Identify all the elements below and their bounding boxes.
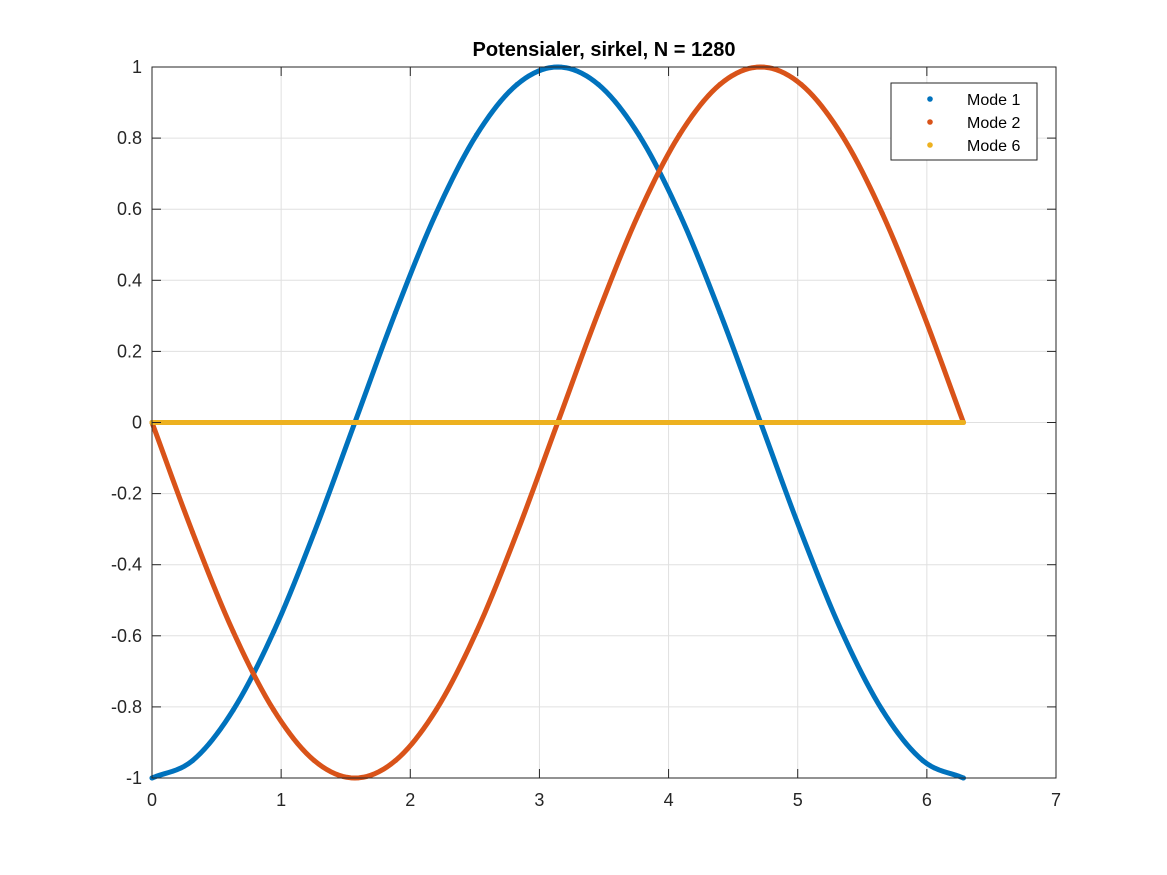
data-point xyxy=(920,758,926,764)
data-point xyxy=(392,310,398,316)
data-point xyxy=(433,707,439,713)
data-point xyxy=(392,420,398,425)
legend-label: Mode 2 xyxy=(967,115,1020,132)
data-point xyxy=(839,420,845,425)
y-tick-label: 1 xyxy=(132,57,142,77)
y-tick-label: 0.2 xyxy=(117,341,142,361)
data-point xyxy=(879,707,885,713)
data-point xyxy=(555,420,561,425)
data-point xyxy=(798,81,804,87)
data-point xyxy=(230,420,236,425)
data-point xyxy=(595,420,601,425)
data-point xyxy=(474,420,480,425)
y-tick-label: 0.6 xyxy=(117,199,142,219)
data-point xyxy=(352,420,358,425)
data-point xyxy=(636,210,642,216)
data-point xyxy=(717,81,723,87)
data-point xyxy=(392,758,398,764)
data-point xyxy=(676,420,682,425)
legend-entries: Mode 1 Mode 2 Mode 6 xyxy=(927,92,1020,155)
y-tick-label: -0.2 xyxy=(111,484,142,504)
data-point xyxy=(474,629,480,635)
y-tick-label: -0.8 xyxy=(111,697,142,717)
x-tick-labels: 0 1 2 3 4 5 6 7 xyxy=(147,790,1061,810)
data-point xyxy=(839,132,845,138)
x-tick-label: 6 xyxy=(922,790,932,810)
y-tick-label: 0.4 xyxy=(117,270,142,290)
data-point xyxy=(514,420,520,425)
data-point xyxy=(190,758,196,764)
data-point xyxy=(311,529,317,535)
data-point xyxy=(717,420,723,425)
legend-label: Mode 1 xyxy=(967,92,1020,109)
data-point xyxy=(433,210,439,216)
data-point xyxy=(433,420,439,425)
x-tick-label: 1 xyxy=(276,790,286,810)
legend-marker xyxy=(927,142,933,148)
y-tick-label: -0.4 xyxy=(111,555,142,575)
data-point xyxy=(798,529,804,535)
data-point xyxy=(271,707,277,713)
data-point xyxy=(920,310,926,316)
data-point xyxy=(798,420,804,425)
data-point xyxy=(879,420,885,425)
data-point xyxy=(879,210,885,216)
data-point xyxy=(676,210,682,216)
data-point xyxy=(758,420,764,425)
data-point xyxy=(230,629,236,635)
y-tick-labels: -1 -0.8 -0.6 -0.4 -0.2 0 0.2 0.4 0.6 0.8 1 xyxy=(111,57,142,788)
data-point xyxy=(311,420,317,425)
data-point xyxy=(190,529,196,535)
data-point xyxy=(230,707,236,713)
data-point xyxy=(311,758,317,764)
data-point xyxy=(960,420,966,425)
data-point xyxy=(595,310,601,316)
data-point xyxy=(514,81,520,87)
y-tick-label: 0.8 xyxy=(117,128,142,148)
legend-box xyxy=(890,82,1038,161)
chart-title: Potensialer, sirkel, N = 1280 xyxy=(473,39,736,61)
x-tick-label: 0 xyxy=(147,790,157,810)
data-point xyxy=(636,420,642,425)
data-point xyxy=(595,81,601,87)
data-point xyxy=(474,132,480,138)
data-point xyxy=(636,132,642,138)
legend-marker xyxy=(927,119,933,125)
tick-marks xyxy=(151,66,1057,779)
data-point xyxy=(271,629,277,635)
x-tick-label: 4 xyxy=(664,790,674,810)
data-point xyxy=(839,629,845,635)
data-point xyxy=(190,420,196,425)
data-point xyxy=(717,310,723,316)
series-layer xyxy=(149,64,966,781)
legend-marker xyxy=(927,96,933,102)
data-point xyxy=(514,529,520,535)
legend-label: Mode 6 xyxy=(967,138,1020,155)
legend: Mode 1 Mode 2 Mode 6 xyxy=(890,82,1038,161)
data-point xyxy=(271,420,277,425)
data-point xyxy=(676,132,682,138)
x-tick-label: 5 xyxy=(793,790,803,810)
y-tick-label: 0 xyxy=(132,413,142,433)
x-tick-label: 2 xyxy=(405,790,415,810)
series-3 xyxy=(149,420,966,425)
x-tick-label: 3 xyxy=(534,790,544,810)
y-tick-label: -1 xyxy=(126,768,142,788)
x-tick-label: 7 xyxy=(1051,790,1061,810)
data-point xyxy=(920,420,926,425)
y-tick-label: -0.6 xyxy=(111,626,142,646)
